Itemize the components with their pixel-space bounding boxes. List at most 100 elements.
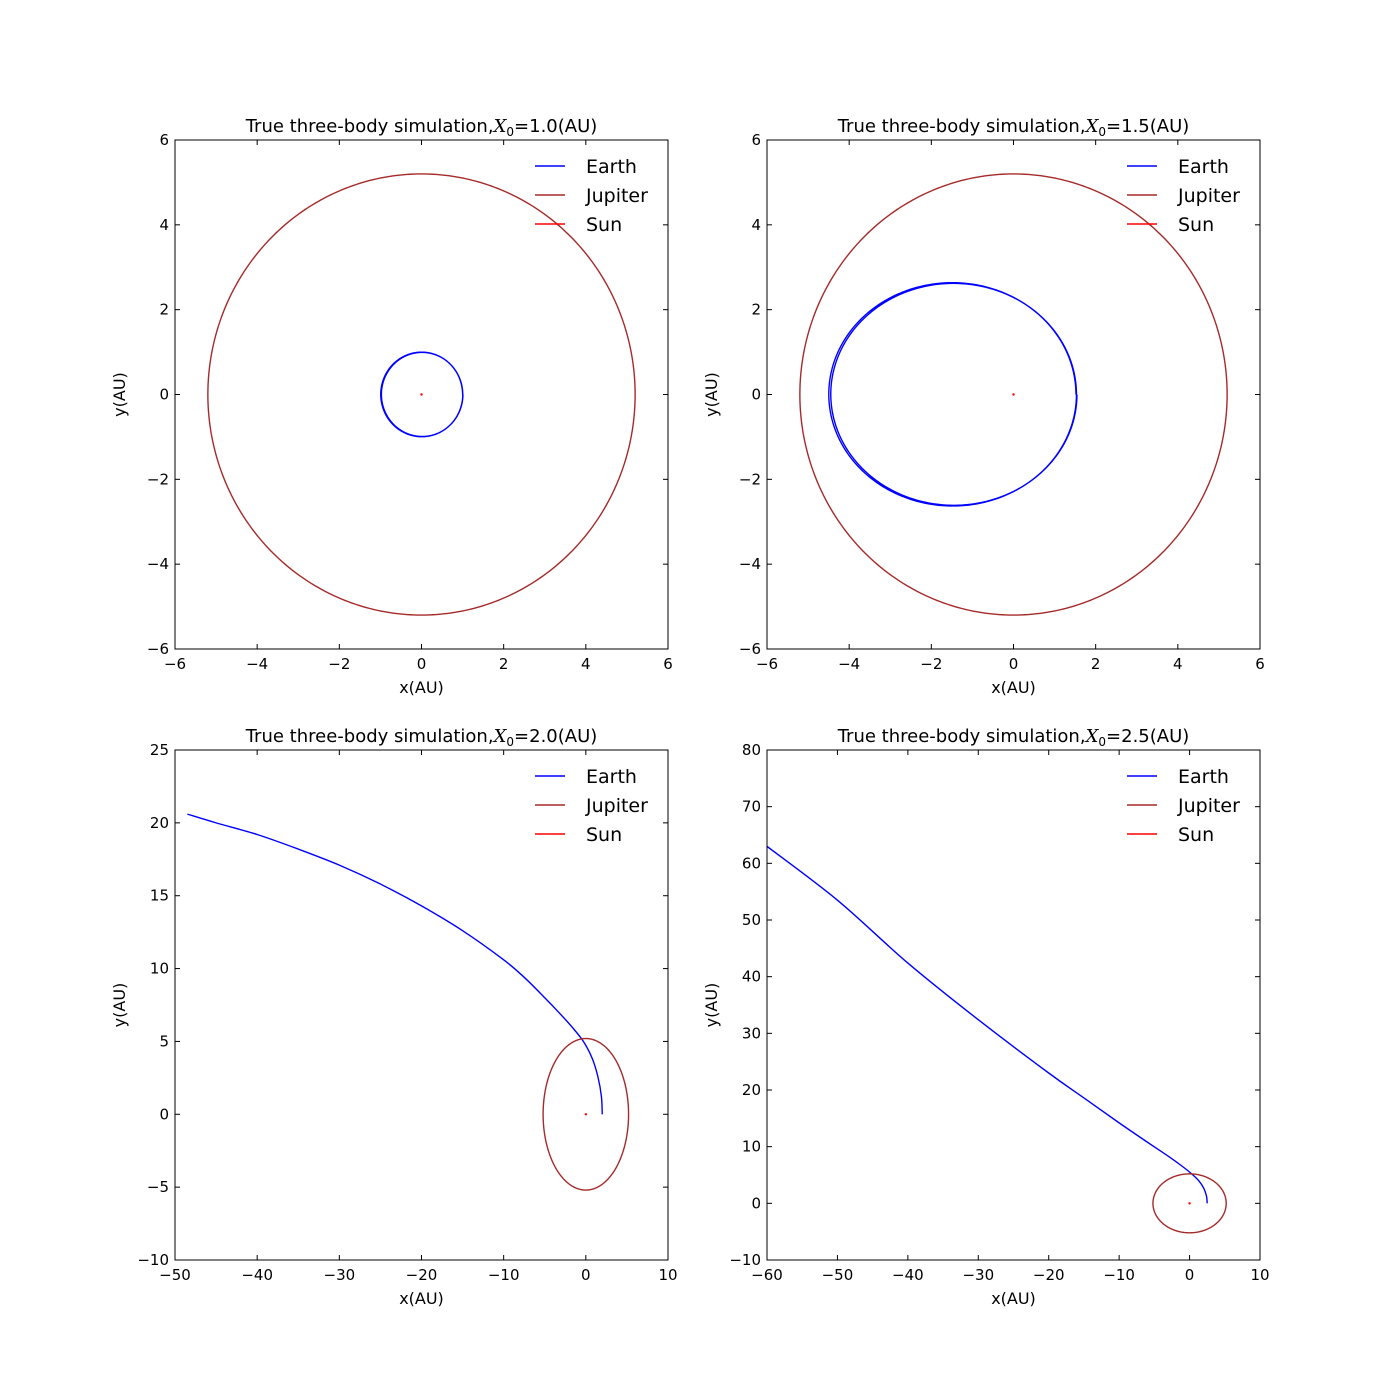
x-axis-label: x(AU) bbox=[991, 678, 1036, 697]
y-tick-label: −10 bbox=[137, 1251, 169, 1269]
subplot-2: −6 −4 −2 0 2 4 6 −6 −4 −2 0 2 4 6 x(AU) y(AU) True three… bbox=[702, 116, 1265, 697]
x-tick-label: 0 bbox=[1009, 655, 1019, 673]
x-tick-label: −2 bbox=[920, 655, 942, 673]
x-tick-label: −10 bbox=[488, 1266, 520, 1284]
x-tick-label: 4 bbox=[581, 655, 591, 673]
x-tick-label: 6 bbox=[663, 655, 673, 673]
legend-label-earth: Earth bbox=[586, 156, 637, 178]
title-variable: X bbox=[492, 116, 508, 137]
y-tick-label: 2 bbox=[159, 301, 169, 319]
x-tick-label: −4 bbox=[246, 655, 268, 673]
x-tick-label: −20 bbox=[406, 1266, 438, 1284]
y-tick-label: −2 bbox=[739, 470, 761, 488]
series-sun-point bbox=[1188, 1202, 1191, 1205]
title-suffix: =1.0(AU) bbox=[514, 116, 597, 137]
x-tick-label: −2 bbox=[328, 655, 350, 673]
plot-area bbox=[767, 845, 1227, 1234]
legend: Earth Jupiter Sun bbox=[1127, 766, 1240, 846]
y-tick-label: 25 bbox=[150, 741, 169, 759]
title-prefix: True three-body simulation, bbox=[837, 726, 1086, 747]
y-tick-label: 4 bbox=[159, 216, 169, 234]
title-suffix: =2.5(AU) bbox=[1106, 726, 1189, 747]
x-tick-label: −40 bbox=[241, 1266, 273, 1284]
title-suffix: =2.0(AU) bbox=[514, 726, 597, 747]
x-tick-label: −30 bbox=[962, 1266, 994, 1284]
series-sun-point bbox=[1012, 393, 1015, 396]
series-earth-orbit bbox=[380, 351, 464, 438]
y-tick-label: −10 bbox=[729, 1251, 761, 1269]
x-tick-label: −40 bbox=[892, 1266, 924, 1284]
x-tick-label: 2 bbox=[1091, 655, 1101, 673]
legend-label-sun: Sun bbox=[1178, 824, 1214, 846]
y-axis-label: y(AU) bbox=[110, 983, 129, 1028]
x-tick-label: −6 bbox=[164, 655, 186, 673]
series-jupiter-orbit bbox=[1152, 1173, 1227, 1234]
y-tick-label: −6 bbox=[739, 640, 761, 658]
x-tick-label: −50 bbox=[822, 1266, 854, 1284]
x-tick-label: 0 bbox=[581, 1266, 591, 1284]
y-tick-label: 10 bbox=[742, 1138, 761, 1156]
x-tick-label: 0 bbox=[1185, 1266, 1195, 1284]
x-tick-label: 10 bbox=[658, 1266, 677, 1284]
plot-area bbox=[207, 173, 636, 616]
y-tick-label: 50 bbox=[742, 911, 761, 929]
y-tick-label: 70 bbox=[742, 798, 761, 816]
y-axis-label: y(AU) bbox=[110, 372, 129, 417]
series-jupiter-orbit bbox=[799, 173, 1228, 616]
y-tick-label: 0 bbox=[159, 1105, 169, 1123]
y-axis-label: y(AU) bbox=[702, 983, 721, 1028]
axes-frame bbox=[766, 749, 1261, 1261]
x-tick-label: −30 bbox=[324, 1266, 356, 1284]
plot-area bbox=[799, 173, 1228, 616]
y-axis-label: y(AU) bbox=[702, 372, 721, 417]
subplot-1: −6 −4 −2 0 2 4 6 −6 −4 −2 0 2 4 6 x(AU) y(AU) True three… bbox=[110, 116, 673, 697]
x-axis-label: x(AU) bbox=[399, 1289, 444, 1308]
y-tick-label: 6 bbox=[751, 131, 761, 149]
y-tick-label: −5 bbox=[147, 1178, 169, 1196]
title-subscript: 0 bbox=[506, 125, 514, 139]
series-sun-point bbox=[420, 393, 423, 396]
title-variable: X bbox=[1084, 726, 1100, 747]
legend-label-earth: Earth bbox=[1178, 156, 1229, 178]
y-tick-label: 40 bbox=[742, 968, 761, 986]
legend-label-earth: Earth bbox=[586, 766, 637, 788]
y-tick-label: 4 bbox=[751, 216, 761, 234]
legend-label-jupiter: Jupiter bbox=[1177, 795, 1240, 817]
legend-label-sun: Sun bbox=[586, 214, 622, 236]
title-variable: X bbox=[492, 726, 508, 747]
y-tick-label: −6 bbox=[147, 640, 169, 658]
legend: Earth Jupiter Sun bbox=[535, 766, 648, 846]
title-prefix: True three-body simulation, bbox=[837, 116, 1086, 137]
x-tick-label: −20 bbox=[1033, 1266, 1065, 1284]
y-tick-label: 5 bbox=[159, 1032, 169, 1050]
title-suffix: =1.5(AU) bbox=[1106, 116, 1189, 137]
y-tick-label: −2 bbox=[147, 470, 169, 488]
legend-label-jupiter: Jupiter bbox=[585, 795, 648, 817]
series-earth-orbit bbox=[828, 281, 1078, 507]
legend-label-jupiter: Jupiter bbox=[1177, 185, 1240, 207]
legend-label-sun: Sun bbox=[586, 824, 622, 846]
y-tick-label: 20 bbox=[742, 1081, 761, 1099]
series-jupiter-orbit bbox=[542, 1037, 630, 1191]
y-tick-label: 20 bbox=[150, 814, 169, 832]
x-tick-label: 0 bbox=[417, 655, 427, 673]
y-tick-label: 15 bbox=[150, 887, 169, 905]
x-tick-label: 4 bbox=[1173, 655, 1183, 673]
x-tick-label: 6 bbox=[1255, 655, 1265, 673]
y-tick-label: 80 bbox=[742, 741, 761, 759]
y-tick-label: 10 bbox=[150, 960, 169, 978]
legend-label-jupiter: Jupiter bbox=[585, 185, 648, 207]
y-tick-label: 2 bbox=[751, 301, 761, 319]
x-tick-label: 10 bbox=[1250, 1266, 1269, 1284]
x-axis-label: x(AU) bbox=[399, 678, 444, 697]
x-tick-label: 2 bbox=[499, 655, 509, 673]
title-subscript: 0 bbox=[506, 735, 514, 749]
x-tick-label: −50 bbox=[159, 1266, 191, 1284]
x-axis-label: x(AU) bbox=[991, 1289, 1036, 1308]
title-variable: X bbox=[1084, 116, 1100, 137]
chart-title: True three-body simulation,X0=1.0(AU) bbox=[245, 116, 598, 139]
legend: Earth Jupiter Sun bbox=[1127, 156, 1240, 236]
y-tick-label: −4 bbox=[739, 555, 761, 573]
y-tick-label: 30 bbox=[742, 1024, 761, 1042]
